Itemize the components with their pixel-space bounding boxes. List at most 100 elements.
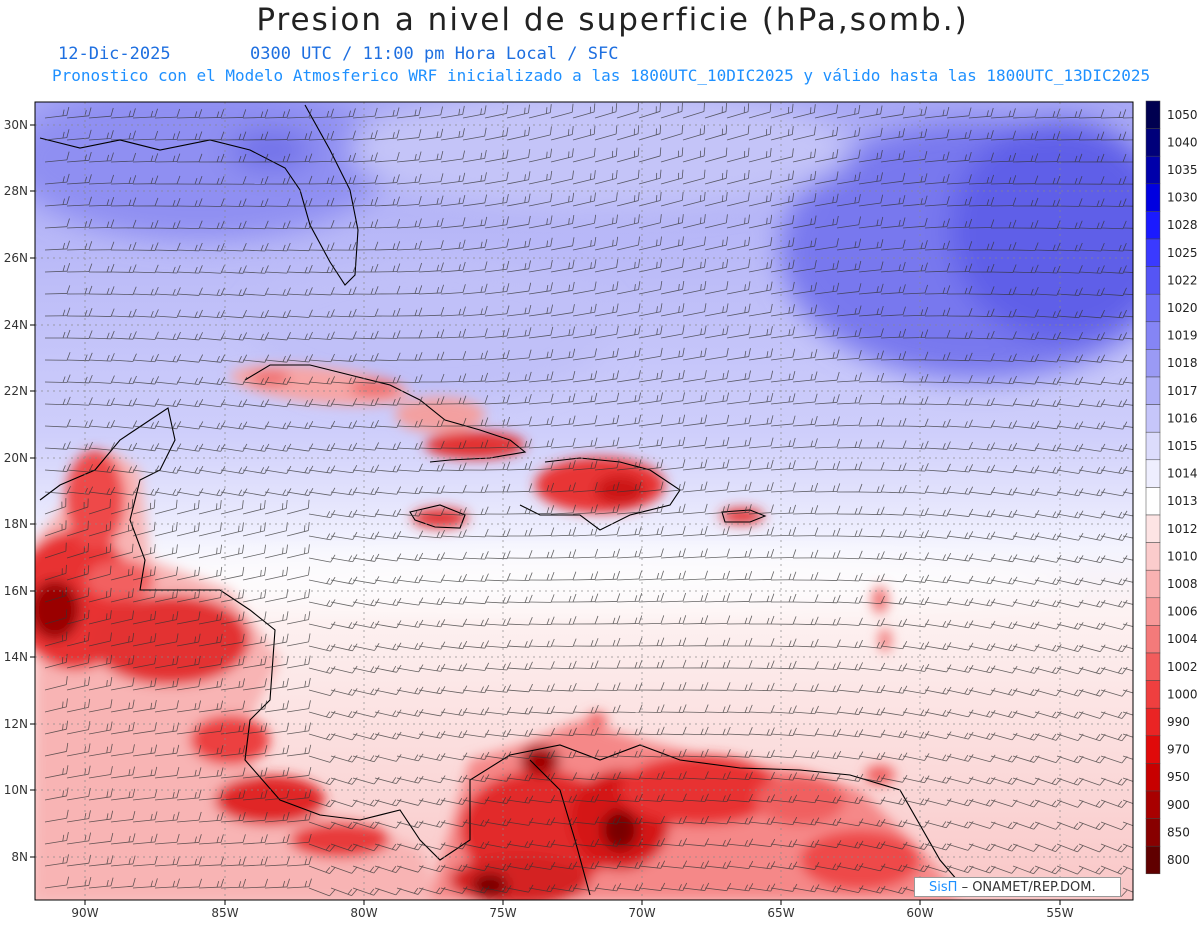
colorbar-label: 1014 xyxy=(1167,467,1198,481)
wind-barb xyxy=(902,329,929,339)
wind-barb xyxy=(462,640,490,649)
wind-barb xyxy=(264,376,292,385)
wind-barb xyxy=(726,637,753,647)
wind-barb xyxy=(968,219,995,229)
wind-barb xyxy=(792,371,818,383)
wind-barb xyxy=(286,108,313,119)
wind-barb xyxy=(836,416,863,427)
wind-barb xyxy=(44,520,67,537)
wind-barb xyxy=(726,125,750,141)
wind-barb xyxy=(726,570,753,581)
wind-barb xyxy=(132,353,159,363)
wind-barb xyxy=(572,593,599,603)
wind-barb xyxy=(242,566,267,581)
wind-barb xyxy=(814,327,840,339)
wind-barb xyxy=(462,662,490,671)
wind-barb xyxy=(858,462,885,471)
lat-tick-label: 20N xyxy=(4,451,28,465)
wind-barb xyxy=(418,529,445,539)
wind-barb xyxy=(902,373,929,383)
wind-barb xyxy=(638,414,664,427)
wind-barb xyxy=(858,194,884,207)
wind-barb xyxy=(638,637,665,647)
wind-barb xyxy=(572,660,599,669)
wind-barb xyxy=(748,192,772,207)
wind-barb xyxy=(1100,689,1128,697)
wind-barb xyxy=(1012,420,1040,429)
wind-barb xyxy=(638,570,664,581)
wind-barb xyxy=(858,127,883,141)
wind-barb xyxy=(220,399,248,408)
wind-barb xyxy=(924,329,951,339)
wind-barb xyxy=(1100,443,1128,452)
wind-barb xyxy=(440,239,466,251)
wind-barb xyxy=(66,654,90,669)
wind-barb xyxy=(858,150,883,163)
wind-barb xyxy=(616,125,640,141)
wind-barb xyxy=(660,325,685,339)
wind-barb xyxy=(638,147,662,163)
wind-barb xyxy=(748,571,775,581)
lon-tick-label: 55W xyxy=(1046,906,1073,920)
wind-barb xyxy=(1122,689,1133,697)
wind-barb xyxy=(418,173,444,185)
wind-barb xyxy=(132,175,159,185)
wind-barb xyxy=(506,238,531,251)
wind-barb xyxy=(594,459,620,471)
wind-barb xyxy=(968,665,996,674)
wind-barb xyxy=(660,236,684,251)
wind-barb xyxy=(792,482,819,493)
wind-barb xyxy=(1012,242,1039,251)
wind-barb xyxy=(88,330,115,340)
wind-barb xyxy=(880,351,907,361)
wind-barb xyxy=(968,241,995,251)
wind-barb xyxy=(748,615,775,625)
wind-barb xyxy=(792,572,819,581)
lat-tick-label: 26N xyxy=(4,251,28,265)
wind-barb xyxy=(308,220,335,229)
wind-barb xyxy=(286,465,314,474)
wind-barb xyxy=(572,482,598,493)
wind-barb xyxy=(1122,161,1133,163)
wind-barb xyxy=(682,414,708,427)
wind-barb xyxy=(396,485,423,495)
wind-barb xyxy=(44,564,67,581)
wind-barb xyxy=(924,262,951,273)
wind-barb xyxy=(594,259,619,273)
wind-barb xyxy=(902,106,928,119)
wind-barb xyxy=(176,544,200,559)
wind-barb xyxy=(1056,332,1083,341)
colorbar-swatch xyxy=(1145,100,1161,129)
wind-barb xyxy=(1078,689,1106,697)
wind-barb xyxy=(880,618,908,627)
wind-barb xyxy=(770,616,797,625)
wind-barb xyxy=(286,376,314,385)
wind-barb xyxy=(660,392,685,405)
wind-barb xyxy=(748,638,775,647)
wind-barb xyxy=(990,175,1017,185)
wind-barb xyxy=(704,125,728,141)
wind-barb xyxy=(1034,175,1061,185)
wind-barb xyxy=(396,396,423,406)
wind-barb xyxy=(110,465,138,474)
wind-barb xyxy=(946,597,974,606)
wind-barb xyxy=(726,459,752,471)
wind-barb xyxy=(858,662,886,671)
wind-barb xyxy=(440,373,467,383)
wind-barb xyxy=(396,619,424,628)
wind-barb xyxy=(726,147,750,163)
wind-barb xyxy=(880,462,907,472)
wind-barb xyxy=(682,615,709,625)
wind-barb xyxy=(858,239,884,251)
colorbar-swatch xyxy=(1145,514,1161,543)
wind-barb xyxy=(1012,130,1039,141)
wind-barb xyxy=(66,441,93,451)
wind-barb xyxy=(88,632,112,647)
wind-barb xyxy=(1012,197,1039,207)
wind-barb xyxy=(462,395,489,405)
wind-barb xyxy=(418,128,444,141)
colorbar-label: 1040 xyxy=(1167,135,1198,149)
wind-barb xyxy=(484,260,510,273)
wind-barb xyxy=(374,352,401,362)
wind-barb xyxy=(418,106,443,119)
